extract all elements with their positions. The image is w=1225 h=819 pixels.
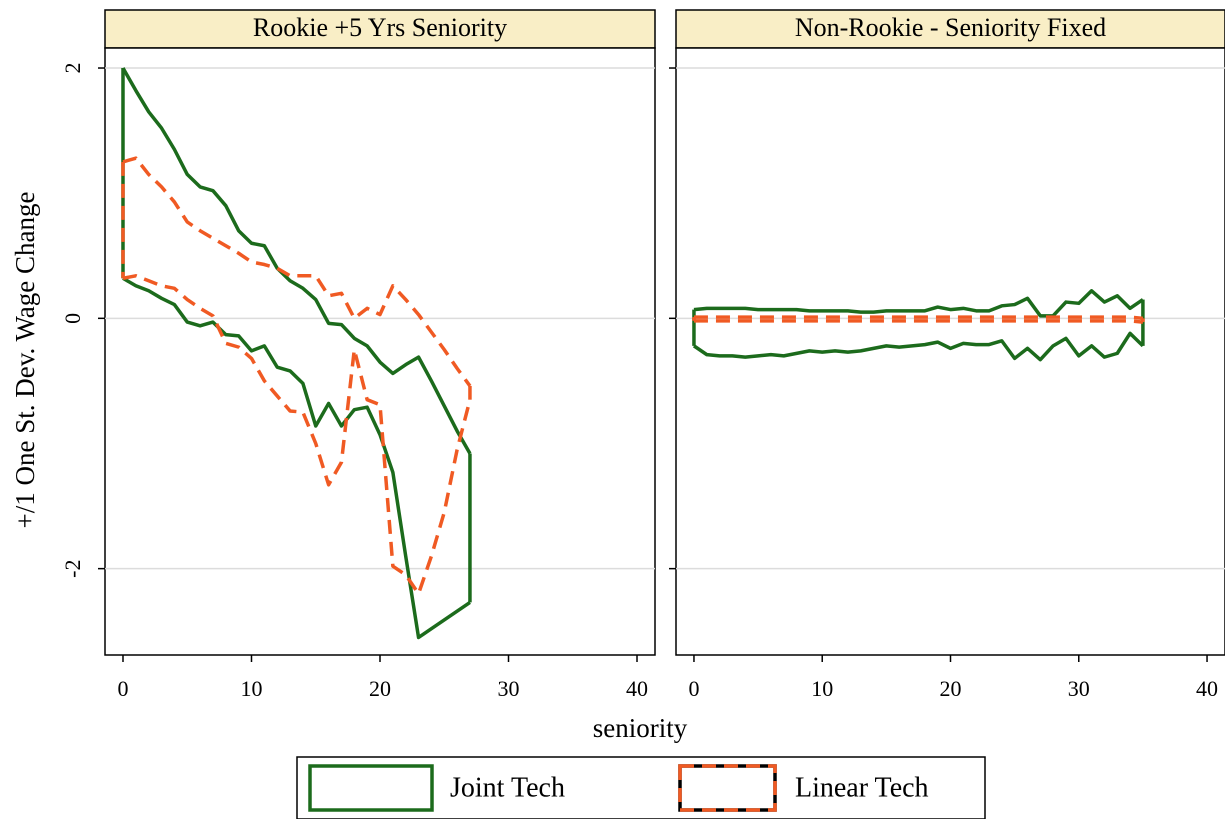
legend-label: Linear Tech [795, 772, 929, 803]
band-lower [693, 319, 1144, 324]
y-tick-label: 0 [60, 313, 85, 324]
band-lower [122, 274, 472, 596]
legend-swatch [678, 764, 777, 812]
x-tick-label: 30 [498, 676, 520, 701]
plot-area [675, 47, 1225, 656]
x-tick-label: 10 [240, 676, 262, 701]
panel-title: Non-Rookie - Seniority Fixed [795, 13, 1106, 42]
x-tick-label: 40 [626, 676, 648, 701]
x-tick-label: 20 [940, 676, 962, 701]
strip [104, 9, 656, 49]
band-upper [693, 289, 1144, 318]
x-tick-label: 20 [369, 676, 391, 701]
band-upper [121, 67, 472, 455]
y-axis-label: +/1 One St. Dev. Wage Change [10, 191, 40, 528]
x-axis-label: seniority [593, 713, 688, 743]
y-tick-label: 2 [60, 63, 85, 74]
legend-label: Joint Tech [450, 772, 565, 803]
x-tick-label: 10 [811, 676, 833, 701]
plot-area [104, 47, 656, 656]
legend-swatch [308, 764, 434, 812]
band-upper [693, 315, 1144, 321]
x-tick-label: 40 [1196, 676, 1218, 701]
x-tick-label: 0 [117, 676, 128, 701]
band-lower [692, 331, 1145, 362]
band-lower [122, 276, 471, 640]
y-tick-label: -2 [60, 559, 85, 577]
panel-title: Rookie +5 Yrs Seniority [253, 13, 507, 42]
x-tick-label: 0 [688, 676, 699, 701]
x-tick-label: 30 [1068, 676, 1090, 701]
